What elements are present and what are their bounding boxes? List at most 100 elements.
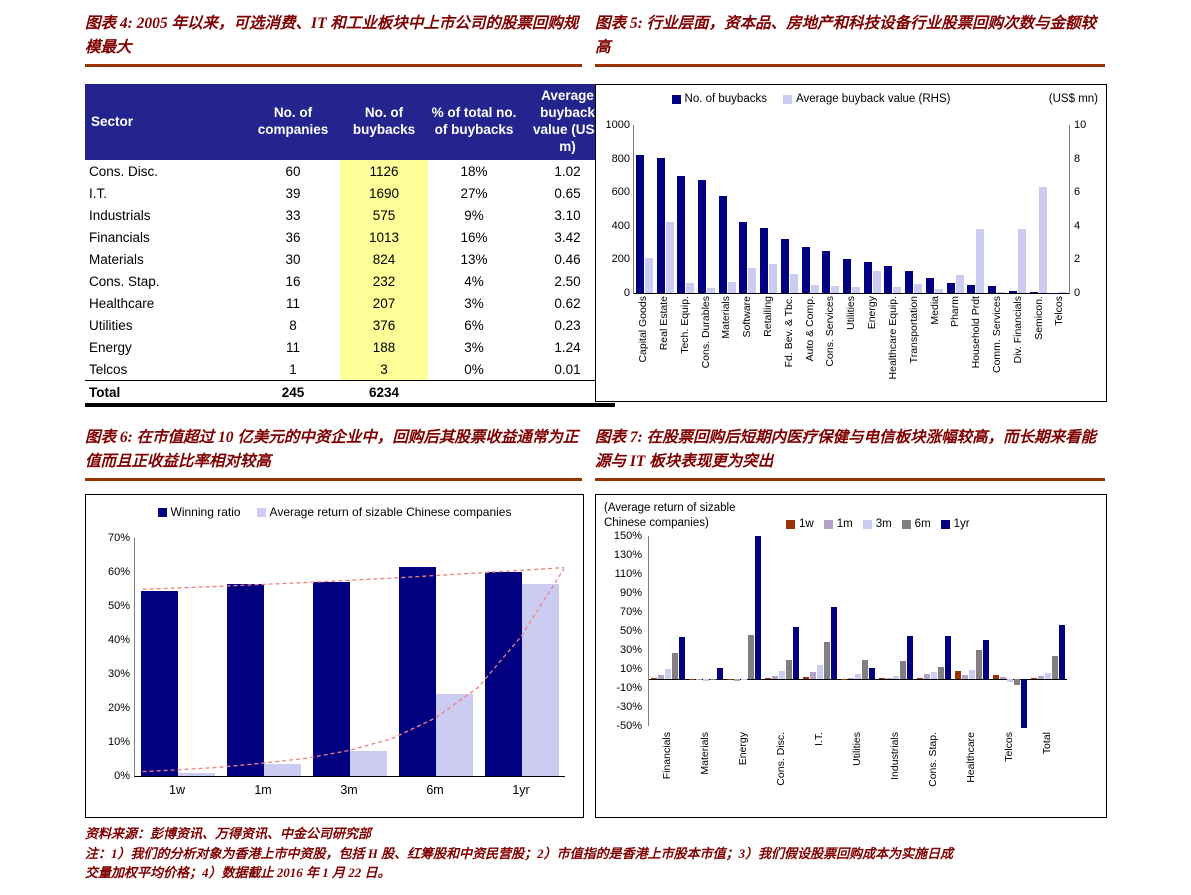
category-label: Energy bbox=[736, 732, 749, 766]
buyback-count-bar bbox=[801, 246, 810, 293]
table-cell: 0.62 bbox=[554, 295, 581, 311]
axis-tick-label: 4 bbox=[1074, 219, 1081, 232]
category-label: Fd. Bev. & Tbc. bbox=[782, 296, 795, 368]
table-cell: 6% bbox=[464, 317, 484, 333]
return-bar-1w bbox=[841, 678, 847, 680]
return-bar-1yr bbox=[793, 627, 799, 679]
table-cell: Energy bbox=[89, 339, 132, 355]
buyback-count-bar bbox=[677, 176, 686, 293]
table-cell: 3 bbox=[340, 358, 428, 381]
buyback-count-bar bbox=[698, 179, 707, 293]
table-cell: I.T. bbox=[89, 185, 108, 201]
category-label: Industrials bbox=[888, 732, 901, 780]
bar-group bbox=[687, 536, 725, 726]
axis-tick-label: 400 bbox=[611, 219, 630, 232]
buyback-count-bar bbox=[905, 271, 914, 293]
axis-tick-label: 0 bbox=[623, 286, 630, 299]
category-label: Tech. Equip. bbox=[678, 296, 691, 354]
left-axis-ticks: 1000 800 600 400 200 0 bbox=[598, 118, 630, 300]
table-row: I.T. 39 1690 27% 0.65 bbox=[85, 182, 615, 204]
axis-tick-label: 130% bbox=[613, 549, 642, 561]
buyback-value-bar bbox=[810, 284, 819, 293]
figure5-title: 图表 5: 行业层面，资本品、房地产和科技设备行业股票回购次数与金额较高 bbox=[595, 12, 1105, 68]
return-bar-1w bbox=[1031, 677, 1037, 679]
bar-group bbox=[135, 538, 221, 776]
table-cell: 188 bbox=[340, 336, 428, 358]
figure6-title: 图表 6: 在市值超过 10 亿美元的中资企业中，回购后其股票收益通常为正值而且… bbox=[85, 426, 582, 482]
swatch-icon bbox=[786, 519, 795, 529]
category-label: Capital Goods bbox=[637, 296, 650, 363]
category-label: Retailing bbox=[762, 296, 775, 337]
buyback-count-bar bbox=[946, 282, 955, 293]
x-label-cell: Tech. Equip. bbox=[675, 296, 696, 396]
table-cell: 824 bbox=[340, 248, 428, 270]
table-row: Cons. Stap. 16 232 4% 2.50 bbox=[85, 270, 615, 292]
return-bar-3m bbox=[893, 675, 899, 679]
return-bar-3m bbox=[969, 669, 975, 679]
return-bar-1m bbox=[848, 677, 854, 679]
buyback-value-bar bbox=[1059, 292, 1068, 293]
category-label: Telcos bbox=[1053, 296, 1066, 326]
category-label: Comm. Services bbox=[990, 296, 1003, 374]
table-cell: 0.65 bbox=[554, 185, 581, 201]
bar-group bbox=[1028, 125, 1049, 293]
table-cell: 3.42 bbox=[554, 229, 581, 245]
table-cell: Telcos bbox=[89, 361, 128, 377]
table-row: Utilities 8 376 6% 0.23 bbox=[85, 314, 615, 336]
return-bar-3m bbox=[741, 678, 747, 681]
category-label: Auto & Comp. bbox=[803, 296, 816, 362]
table-cell: 1 bbox=[289, 361, 297, 377]
legend-label: Average return of sizable Chinese compan… bbox=[269, 505, 512, 519]
bar-group bbox=[393, 538, 479, 776]
category-label: Materials bbox=[720, 296, 733, 339]
lavender-swatch-icon bbox=[782, 94, 792, 104]
axis-tick-label: 30% bbox=[619, 644, 642, 656]
bar-group bbox=[966, 125, 987, 293]
x-label-cell: Cons. Durables bbox=[695, 296, 716, 396]
buyback-count-bar bbox=[1008, 290, 1017, 293]
table-cell: 3% bbox=[464, 295, 484, 311]
return-bar-1w bbox=[993, 674, 999, 679]
total-cell: 245 bbox=[246, 380, 340, 407]
return-bar-1yr bbox=[907, 635, 913, 679]
chart6-legend: Winning ratio Average return of sizable … bbox=[86, 505, 583, 519]
table-cell: 232 bbox=[340, 270, 428, 292]
chart7-x-axis-labels: Financials Materials Energy Cons. Disc. I.T.… bbox=[648, 732, 1066, 812]
legend-item-buybacks: No. of buybacks bbox=[671, 93, 767, 105]
x-label-cell: Household Prdt bbox=[966, 296, 987, 396]
axis-tick-label: 50% bbox=[619, 625, 642, 637]
table-row: Cons. Disc. 60 1126 18% 1.02 bbox=[85, 160, 615, 182]
buyback-count-bar bbox=[739, 221, 748, 293]
bar-group bbox=[839, 536, 877, 726]
category-label: Real Estate bbox=[657, 296, 670, 351]
x-label-cell: Healthcare Equip. bbox=[883, 296, 904, 396]
table-cell: 207 bbox=[340, 292, 428, 314]
winning-ratio-bar bbox=[485, 572, 522, 776]
table-cell: 30 bbox=[285, 251, 301, 267]
buyback-value-bar bbox=[955, 274, 964, 293]
table-cell: 0.23 bbox=[554, 317, 581, 333]
return-bar-3m bbox=[931, 671, 937, 679]
legend-item-3m: 3m bbox=[862, 518, 892, 530]
legend-label: Winning ratio bbox=[170, 505, 241, 519]
chart6-plot-area bbox=[134, 538, 565, 777]
table-cell: 27% bbox=[460, 185, 488, 201]
return-bar-6m bbox=[862, 659, 868, 679]
category-label: Healthcare bbox=[964, 732, 977, 783]
table-row: Energy 11 188 3% 1.24 bbox=[85, 336, 615, 358]
x-label-cell: Financials bbox=[648, 732, 686, 812]
axis-tick-label: 2 bbox=[1074, 253, 1081, 266]
return-bar-3m bbox=[703, 678, 709, 682]
return-bar-1m bbox=[886, 677, 892, 679]
table-cell: 18% bbox=[460, 163, 488, 179]
bar-group bbox=[883, 125, 904, 293]
return-bar-1yr bbox=[945, 635, 951, 679]
table-cell: Utilities bbox=[89, 317, 133, 333]
table-cell: 4% bbox=[464, 273, 484, 289]
legend-item-average-return: Average return of sizable Chinese compan… bbox=[256, 505, 512, 519]
return-bar-6m bbox=[938, 667, 944, 679]
category-label: Software bbox=[741, 296, 754, 338]
return-bar-6m bbox=[748, 634, 754, 679]
table-cell: Industrials bbox=[89, 207, 151, 223]
category-label: Cons. Services bbox=[824, 296, 837, 367]
